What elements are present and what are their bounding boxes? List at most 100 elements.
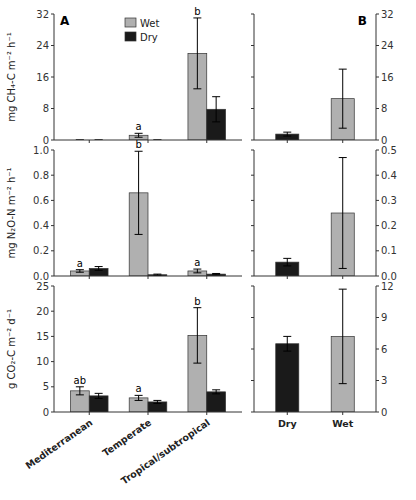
- x-tick-label: Mediterranean: [23, 416, 94, 471]
- error-bar: [212, 390, 220, 394]
- y-tick: [51, 286, 54, 287]
- panel-label: B: [358, 14, 367, 28]
- legend-label: Wet: [140, 18, 159, 29]
- error-bar: [153, 400, 161, 403]
- annotation: ab: [74, 375, 86, 386]
- bar: [276, 344, 299, 412]
- error-line: [138, 151, 139, 234]
- error-bar: [283, 258, 291, 266]
- error-bar: [339, 69, 347, 128]
- y-tick-right: [376, 412, 379, 413]
- y-tick: [51, 150, 54, 151]
- y-tick: [251, 380, 254, 381]
- figure: ab08162432mg CH₄-C m⁻² h⁻¹AWetDry0816243…: [0, 0, 416, 500]
- error-cap: [135, 395, 143, 396]
- error-line: [287, 336, 288, 351]
- y-tick: [251, 175, 254, 176]
- plot-area: [76, 18, 226, 140]
- error-cap: [193, 88, 201, 89]
- y-tick-label: 0.4: [381, 170, 397, 181]
- error-line: [287, 258, 288, 266]
- error-bar: [135, 133, 143, 137]
- y-tick: [51, 276, 54, 277]
- y-tick: [51, 175, 54, 176]
- y-tick: [51, 77, 54, 78]
- error-cap: [193, 307, 201, 308]
- y-tick-label: 8: [381, 103, 387, 114]
- y-tick-right: [376, 276, 379, 277]
- x-tick: [89, 412, 90, 415]
- error-cap: [283, 258, 291, 259]
- error-line: [98, 393, 99, 398]
- y-tick: [51, 140, 54, 141]
- error-cap: [95, 270, 103, 271]
- error-cap: [153, 403, 161, 404]
- y-tick-right: [376, 14, 379, 15]
- annotation: a: [136, 383, 142, 394]
- x-tick: [148, 412, 149, 415]
- error-cap: [339, 157, 347, 158]
- y-tick-label: 0: [381, 407, 387, 418]
- panel: 08162432B: [251, 9, 394, 146]
- y-tick-label: 8: [43, 103, 49, 114]
- x-tick: [287, 276, 288, 279]
- plot-area: [70, 151, 225, 276]
- annotation: a: [77, 258, 83, 269]
- y-tick-right: [376, 225, 379, 226]
- y-tick-label: 32: [381, 9, 394, 20]
- error-cap: [212, 121, 220, 122]
- x-tick: [342, 140, 343, 143]
- y-tick: [51, 200, 54, 201]
- y-tick: [251, 412, 254, 413]
- y-axis-label: mg N₂O-N m⁻² h⁻¹: [6, 167, 17, 258]
- error-cap: [76, 272, 84, 273]
- y-tick-label: 1.0: [33, 145, 49, 156]
- y-tick-right: [376, 77, 379, 78]
- x-tick: [287, 412, 288, 415]
- error-cap: [283, 336, 291, 337]
- x-tick: [206, 276, 207, 279]
- y-tick-right: [376, 200, 379, 201]
- y-tick: [51, 412, 54, 413]
- error-cap: [339, 128, 347, 129]
- y-tick: [51, 14, 54, 15]
- y-tick: [251, 200, 254, 201]
- x-tick: [89, 140, 90, 143]
- y-axis-line: [54, 286, 55, 412]
- panel: aba0.00.20.40.60.81.0mg N₂O-N m⁻² h⁻¹: [6, 139, 242, 281]
- y-tick-label: 0.2: [381, 220, 397, 231]
- error-line: [342, 289, 343, 384]
- y-tick-label: 24: [36, 40, 49, 51]
- bar: [207, 392, 226, 412]
- panel: abab0510152025MediterraneanTemperateTrop…: [6, 281, 242, 487]
- error-cap: [193, 269, 201, 270]
- y-tick-label: 0.4: [33, 220, 49, 231]
- x-tick: [148, 140, 149, 143]
- error-bar: [76, 270, 84, 273]
- y-tick-right: [376, 140, 379, 141]
- error-cap: [135, 151, 143, 152]
- y-tick: [251, 45, 254, 46]
- error-cap: [283, 132, 291, 133]
- annotation: b: [194, 6, 200, 17]
- error-bar: [283, 336, 291, 351]
- legend: Wet Dry: [125, 18, 159, 43]
- bar: [129, 398, 148, 412]
- plot-area: [276, 289, 355, 412]
- y-axis-label: mg CH₄-C m⁻² h⁻¹: [6, 32, 17, 121]
- error-cap: [76, 394, 84, 395]
- y-tick-label: 0.5: [381, 145, 397, 156]
- x-tick: [206, 140, 207, 143]
- error-bar: [283, 132, 291, 136]
- y-tick-label: 0.2: [33, 245, 49, 256]
- y-tick-label: 6: [381, 344, 387, 355]
- x-tick-label: Temperate: [100, 417, 153, 459]
- x-axis-line: [254, 412, 376, 413]
- y-tick: [51, 108, 54, 109]
- y-tick-label: 9: [381, 312, 387, 323]
- error-cap: [76, 386, 84, 387]
- x-tick: [342, 276, 343, 279]
- y-tick: [51, 225, 54, 226]
- legend-label: Dry: [140, 32, 158, 43]
- error-cap: [135, 133, 143, 134]
